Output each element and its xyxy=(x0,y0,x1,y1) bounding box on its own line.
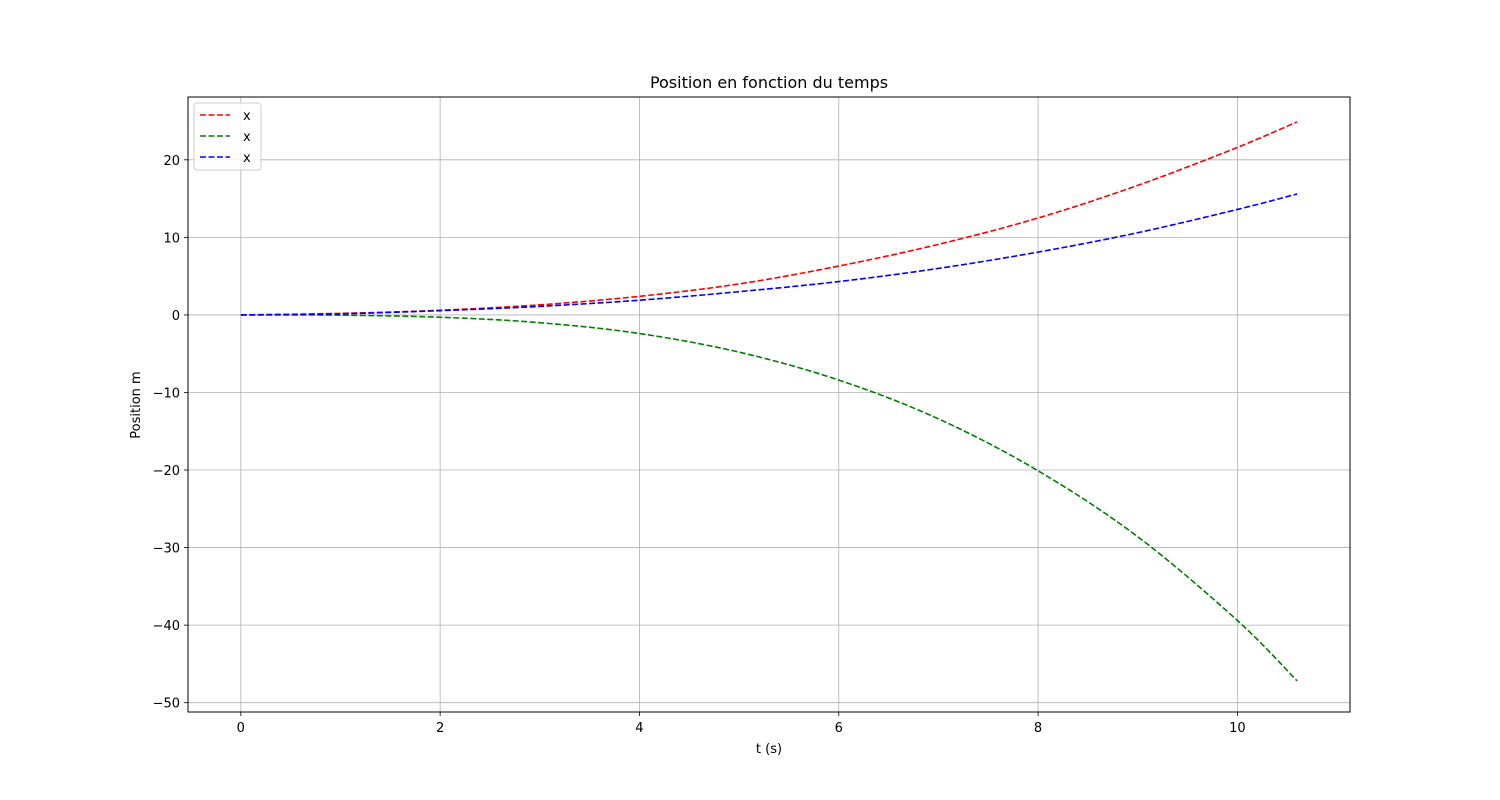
legend-label-1: x xyxy=(243,130,251,145)
y-tick-label: 20 xyxy=(163,154,180,169)
x-axis-label: t (s) xyxy=(756,742,782,757)
x-tick-label: 0 xyxy=(237,721,245,736)
ticks: 0 2 4 6 8 10 20 10 0 −10 −20 −30 −40 −50 xyxy=(153,154,1246,736)
legend: xxx xyxy=(193,102,262,171)
y-axis-label: Position m xyxy=(129,371,144,438)
legend-label-2: x xyxy=(243,151,251,166)
series-layer xyxy=(240,121,1298,682)
chart-title: Position en fonction du temps xyxy=(650,73,888,92)
y-tick-label: −20 xyxy=(153,464,180,479)
y-tick-label: −10 xyxy=(153,386,180,401)
series-line-2 xyxy=(240,193,1298,316)
x-tick-label: 6 xyxy=(835,721,843,736)
series-line-1 xyxy=(240,314,1298,682)
legend-label-0: x xyxy=(243,109,251,124)
y-tick-label: 10 xyxy=(163,231,180,246)
x-tick-label: 10 xyxy=(1229,721,1246,736)
y-tick-label: −50 xyxy=(153,697,180,712)
y-tick-label: −30 xyxy=(153,542,180,557)
x-tick-label: 8 xyxy=(1034,721,1042,736)
x-tick-label: 4 xyxy=(635,721,643,736)
plot-frame xyxy=(187,96,1351,713)
y-tick-label: −40 xyxy=(153,619,180,634)
grid-lines xyxy=(188,97,1350,712)
x-tick-label: 2 xyxy=(436,721,444,736)
series-line-0 xyxy=(240,121,1298,316)
y-tick-label: 0 xyxy=(172,309,180,324)
